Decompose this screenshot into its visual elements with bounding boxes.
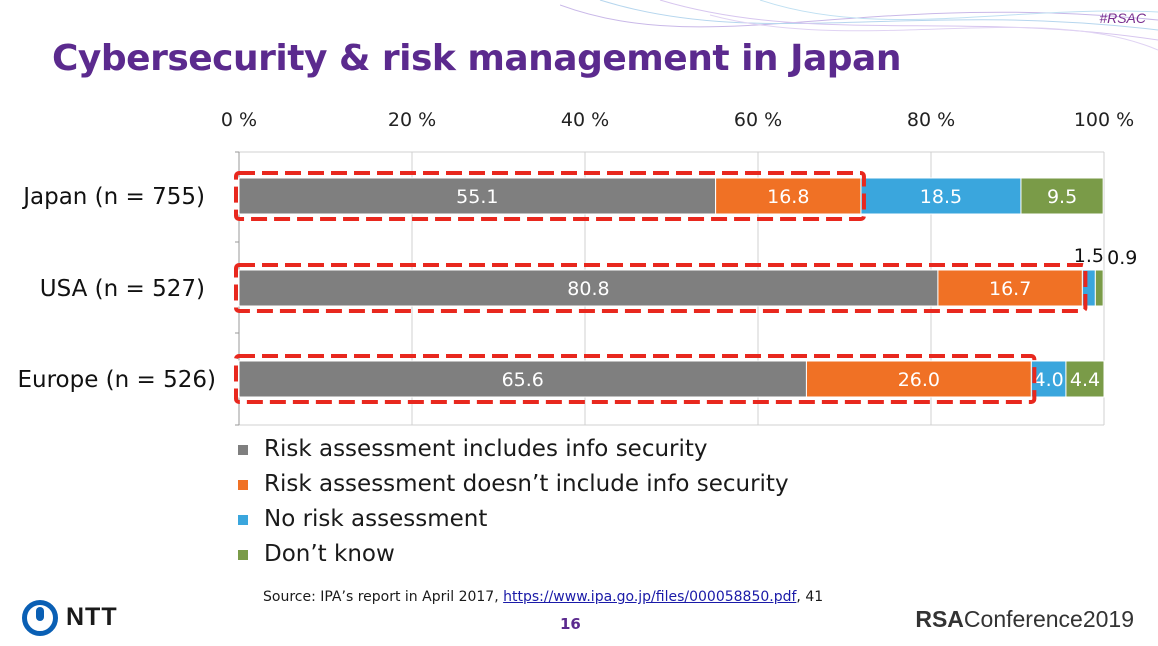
rsa-logo-rest: Conference2019	[963, 606, 1134, 632]
legend-label: Don’t know	[264, 541, 395, 567]
data-label: 0.9	[1107, 247, 1137, 269]
source-citation: Source: IPA’s report in April 2017, http…	[263, 589, 823, 605]
highlight-box	[234, 354, 1037, 404]
category-label: USA (n = 527)	[40, 276, 205, 302]
rsac-hashtag: #RSAC	[1099, 10, 1146, 26]
legend-swatch	[238, 515, 248, 525]
ntt-logo-text: NTT	[66, 603, 118, 631]
data-label: 55.1	[456, 186, 498, 208]
x-tick-label: 20 %	[388, 109, 436, 131]
data-label: 65.6	[502, 369, 544, 391]
decorative-wave-graphic	[560, 0, 1158, 51]
slide-title: Cybersecurity & risk management in Japan	[52, 38, 901, 79]
x-tick-label: 80 %	[907, 109, 955, 131]
bar-segment	[238, 360, 807, 398]
data-label: 16.8	[767, 186, 809, 208]
legend-swatch	[238, 550, 248, 560]
source-prefix: Source: IPA’s report in April 2017,	[263, 589, 504, 605]
bar-segment	[860, 177, 1022, 215]
bar-segment	[1094, 269, 1104, 307]
legend-swatch	[238, 445, 248, 455]
x-tick-label: 60 %	[734, 109, 782, 131]
bar-segment	[238, 269, 939, 307]
highlight-box	[234, 263, 1088, 313]
bar-segment	[238, 177, 717, 215]
data-label: 80.8	[567, 278, 609, 300]
bar-segment	[1065, 360, 1105, 398]
data-label: 16.7	[989, 278, 1031, 300]
legend-label: Risk assessment includes info security	[264, 436, 708, 462]
data-label: 9.5	[1047, 186, 1077, 208]
legend-label: No risk assessment	[264, 506, 488, 532]
category-label: Japan (n = 755)	[21, 184, 205, 210]
bar-segment	[1020, 177, 1104, 215]
ntt-logo-icon	[22, 600, 58, 636]
source-link[interactable]: https://www.ipa.go.jp/files/000058850.pd…	[503, 589, 797, 605]
x-tick-label: 100 %	[1074, 109, 1134, 131]
bar-segment	[937, 269, 1083, 307]
legend-label: Risk assessment doesn’t include info sec…	[264, 471, 789, 497]
data-label: 4.4	[1070, 369, 1100, 391]
data-label: 1.5	[1074, 245, 1104, 267]
source-suffix: , 41	[796, 589, 824, 605]
legend-swatch	[238, 480, 248, 490]
highlight-box	[234, 171, 866, 221]
rsa-conference-logo: RSAConference2019	[915, 606, 1134, 633]
page-number: 16	[560, 615, 581, 633]
bar-segment	[715, 177, 862, 215]
bar-segment	[805, 360, 1032, 398]
x-tick-label: 0 %	[221, 109, 257, 131]
bar-segment	[1030, 360, 1067, 398]
data-label: 18.5	[920, 186, 962, 208]
data-label: 4.0	[1034, 369, 1064, 391]
data-label: 26.0	[898, 369, 940, 391]
x-tick-label: 40 %	[561, 109, 609, 131]
category-label: Europe (n = 526)	[17, 367, 216, 393]
rsa-logo-bold: RSA	[915, 606, 964, 632]
